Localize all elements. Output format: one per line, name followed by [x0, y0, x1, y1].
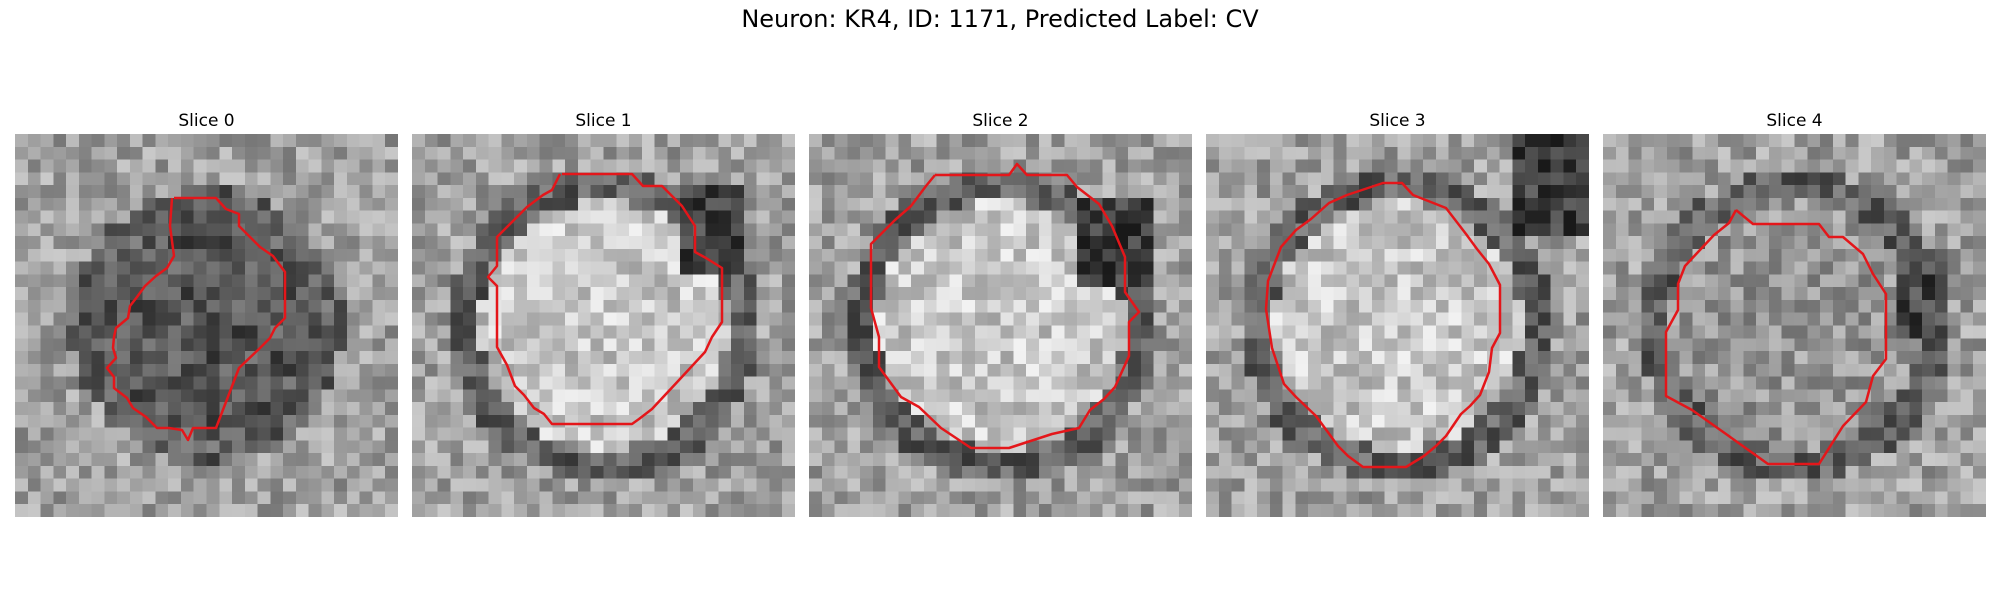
- cell-contour: [1264, 181, 1502, 469]
- slice-image: [412, 134, 795, 517]
- microscopy-image: [1603, 134, 1986, 517]
- cell-contour-overlay: [486, 172, 724, 426]
- slice-image: [809, 134, 1192, 517]
- cell-contour-overlay: [105, 196, 287, 442]
- cell-contour-overlay: [1664, 209, 1888, 466]
- slice-title: Slice 2: [972, 111, 1029, 131]
- cell-contour: [869, 162, 1141, 450]
- slice-image: [15, 134, 398, 517]
- cell-contour-overlay: [869, 162, 1141, 450]
- slice-title: Slice 3: [1369, 111, 1426, 131]
- slice-panel-4: Slice 4: [1603, 108, 1986, 517]
- slice-panel-2: Slice 2: [809, 108, 1192, 517]
- slice-panel-1: Slice 1: [412, 108, 795, 517]
- microscopy-image: [1206, 134, 1589, 517]
- slice-panel-3: Slice 3: [1206, 108, 1589, 517]
- microscopy-image: [412, 134, 795, 517]
- cell-contour-overlay: [1264, 181, 1502, 469]
- slice-title: Slice 0: [178, 111, 235, 131]
- slice-image: [1206, 134, 1589, 517]
- slice-panel-0: Slice 0: [15, 108, 398, 517]
- cell-contour: [486, 172, 724, 426]
- cell-contour: [1664, 209, 1888, 466]
- slice-title: Slice 1: [575, 111, 632, 131]
- cell-contour: [105, 196, 287, 442]
- slice-image: [1603, 134, 1986, 517]
- figure-title: Neuron: KR4, ID: 1171, Predicted Label: …: [741, 5, 1259, 33]
- slice-title: Slice 4: [1766, 111, 1823, 131]
